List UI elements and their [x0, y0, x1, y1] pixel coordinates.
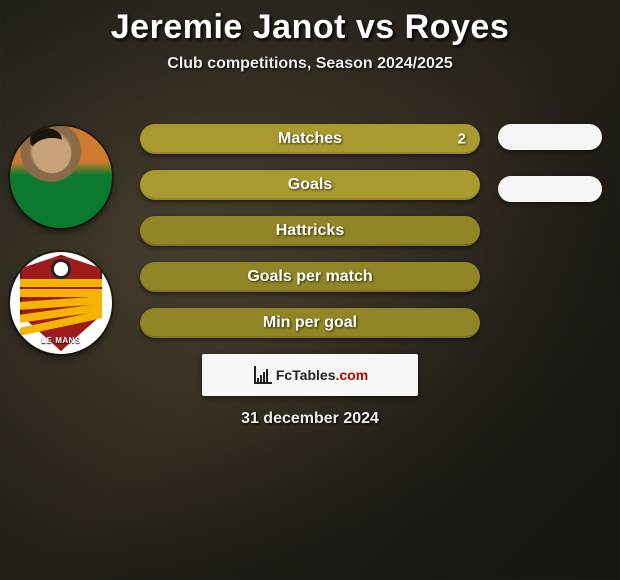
right-pill: [498, 124, 602, 150]
title-player2: Royes: [405, 8, 510, 46]
page-title: Jeremie Janot vs Royes: [0, 8, 620, 47]
branding-box: FcTables.com: [202, 354, 418, 396]
crest-stripe: [20, 279, 102, 287]
stat-bars: Matches 2 Goals Hattricks Goals per matc…: [140, 124, 480, 354]
avatars-column: LE MANS: [10, 126, 120, 378]
branding-suffix: .com: [335, 367, 368, 383]
content: Jeremie Janot vs Royes Club competitions…: [0, 0, 620, 580]
stat-bar-goals-per-match: Goals per match: [140, 262, 480, 292]
branding-text: FcTables.com: [276, 367, 368, 383]
stat-label: Goals: [288, 176, 332, 194]
right-pill: [498, 176, 602, 202]
stat-label: Matches: [278, 130, 342, 148]
avatar-club: LE MANS: [10, 252, 112, 354]
stat-label: Goals per match: [247, 268, 372, 286]
crest-ball-icon: [51, 259, 71, 279]
stat-label: Hattricks: [276, 222, 344, 240]
right-pills-column: [498, 124, 602, 228]
subtitle: Club competitions, Season 2024/2025: [0, 55, 620, 73]
stat-bar-matches: Matches 2: [140, 124, 480, 154]
date-text: 31 december 2024: [0, 410, 620, 428]
crest-stripe: [20, 289, 102, 297]
title-vs: vs: [356, 8, 395, 46]
branding-site: FcTables: [276, 367, 336, 383]
stat-label: Min per goal: [263, 314, 357, 332]
stat-value: 2: [458, 131, 466, 148]
title-player1: Jeremie Janot: [111, 8, 346, 46]
crest-text: LE MANS: [20, 336, 102, 345]
club-crest: LE MANS: [20, 255, 102, 351]
avatar-player: [10, 126, 112, 228]
stat-bar-min-per-goal: Min per goal: [140, 308, 480, 338]
stat-bar-hattricks: Hattricks: [140, 216, 480, 246]
chart-icon: [252, 366, 270, 384]
stat-bar-goals: Goals: [140, 170, 480, 200]
